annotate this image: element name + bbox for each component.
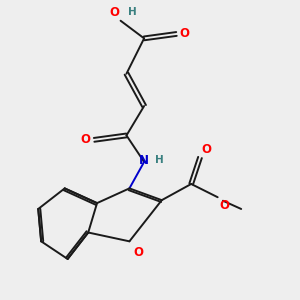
Text: H: H bbox=[128, 8, 137, 17]
Text: O: O bbox=[179, 28, 189, 40]
Text: H: H bbox=[155, 155, 164, 165]
Text: O: O bbox=[109, 6, 119, 19]
Text: O: O bbox=[81, 134, 91, 146]
Text: N: N bbox=[139, 154, 149, 167]
Text: O: O bbox=[134, 246, 144, 259]
Text: O: O bbox=[202, 143, 212, 156]
Text: O: O bbox=[219, 199, 229, 212]
